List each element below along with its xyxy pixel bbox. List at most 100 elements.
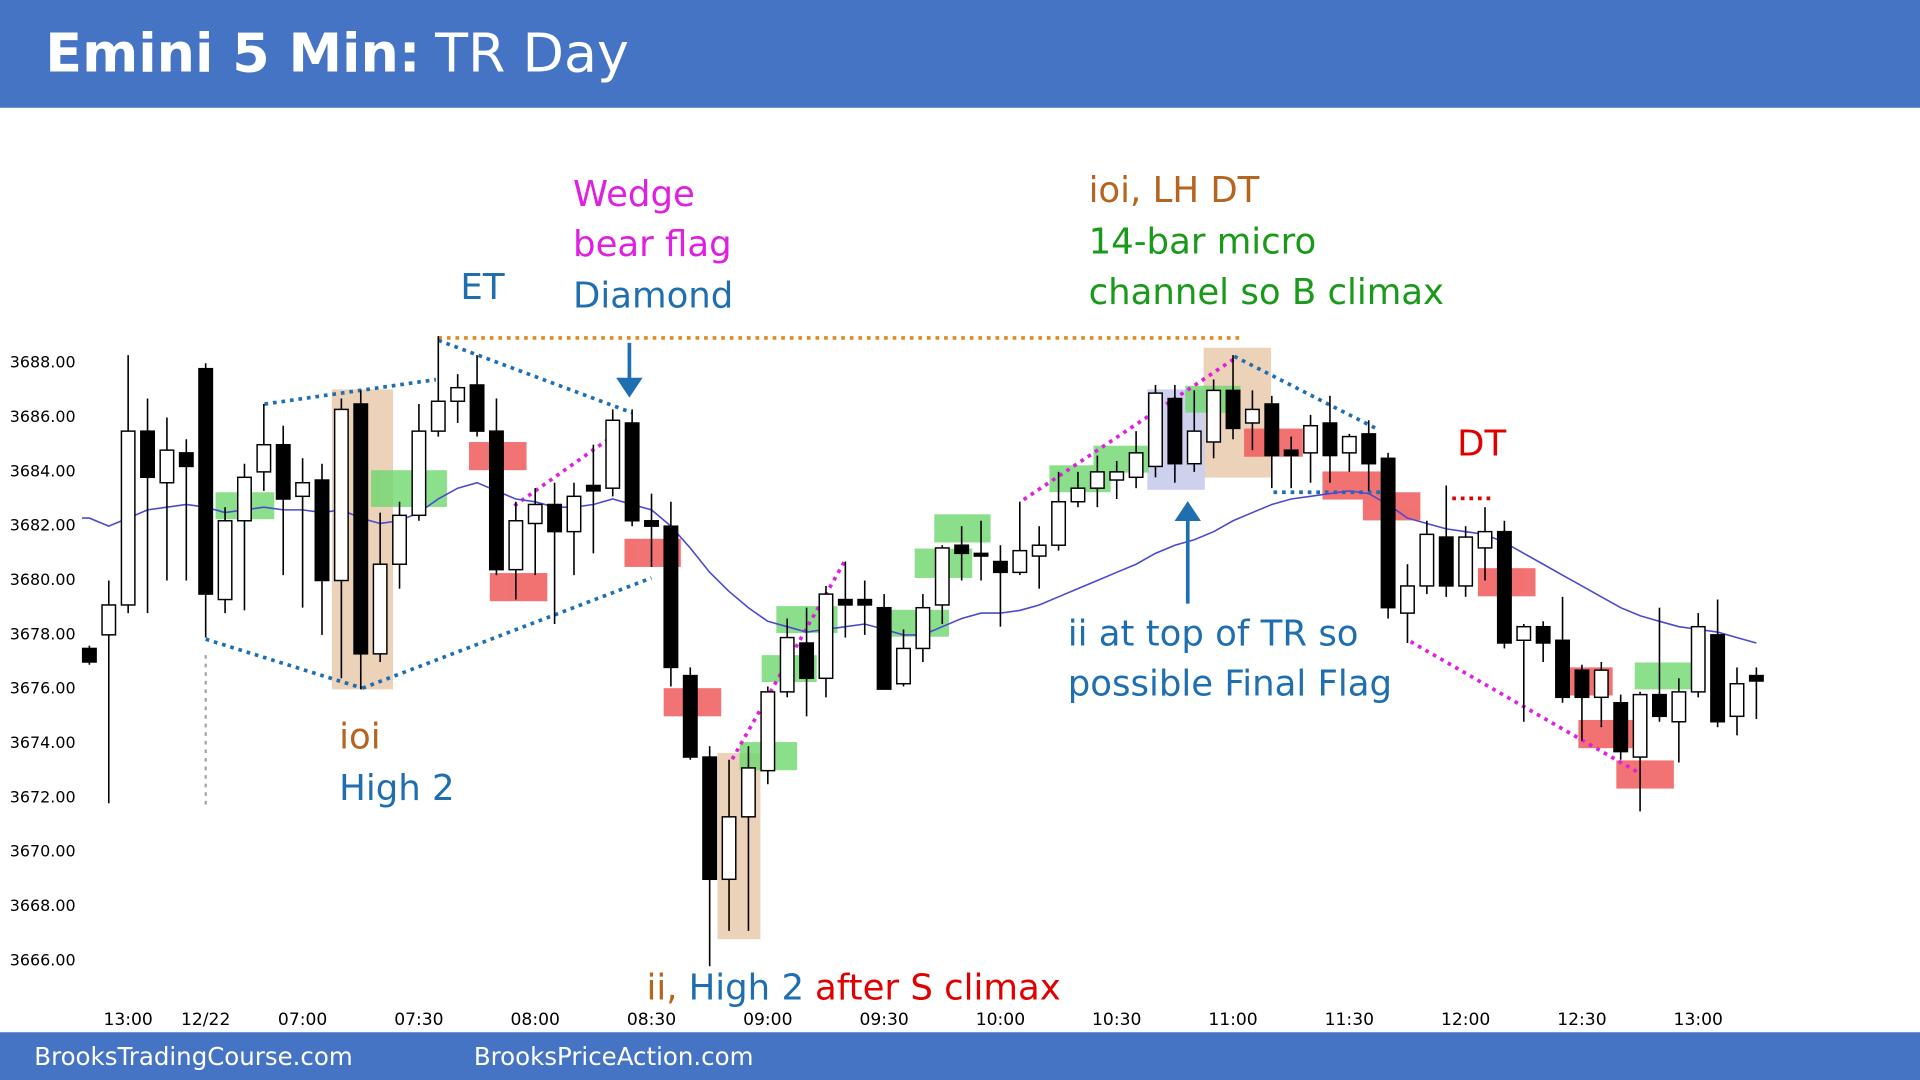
annotation: ET	[460, 267, 504, 308]
candle-body	[236, 476, 252, 522]
candle-body	[1535, 625, 1551, 644]
candle-body	[915, 606, 931, 650]
annotation-part: channel so B climax	[1089, 272, 1445, 313]
candle-body	[140, 430, 156, 479]
candle-body	[1167, 397, 1183, 465]
footer-bar	[0, 1032, 1920, 1080]
candle-body	[101, 604, 117, 636]
x-tick-label: 07:30	[394, 1010, 443, 1030]
candle-body	[1303, 424, 1319, 454]
annotation-part: 14-bar micro	[1089, 222, 1317, 263]
x-tick-label: 12/22	[181, 1010, 230, 1030]
candle-body	[469, 384, 485, 432]
annotation: possible Final Flag	[1068, 664, 1392, 705]
candle-body	[1593, 669, 1609, 699]
x-tick-label: 10:30	[1092, 1010, 1141, 1030]
annotation-part: ii at top of TR so	[1068, 614, 1359, 655]
dotted-line	[361, 576, 653, 690]
candle-body	[1613, 702, 1629, 753]
candle-body	[1380, 457, 1396, 609]
annotation: channel so B climax	[1089, 272, 1445, 313]
y-tick-label: 3686.00	[10, 407, 76, 426]
candle-body	[1516, 625, 1532, 642]
plot: 3666.00 3668.00 3670.00 3672.00 3674.00 3676.…	[10, 336, 1764, 1030]
y-tick-label: 3676.00	[10, 679, 76, 698]
candle-body	[1361, 433, 1377, 465]
dotted-line	[513, 439, 608, 508]
y-tick-label: 3668.00	[10, 896, 76, 915]
candle-body	[1109, 471, 1125, 481]
candle-body	[818, 593, 834, 680]
annotation-part: ioi, LH DT	[1089, 170, 1260, 211]
candle-body	[896, 647, 911, 685]
candle-body	[372, 563, 388, 655]
annotation-part: ii,	[647, 967, 678, 1008]
candle-body	[1206, 389, 1222, 443]
candle-body	[1748, 674, 1764, 682]
candle-body	[954, 544, 970, 555]
annotation-part: bear flag	[573, 224, 732, 265]
candle-body	[1012, 549, 1028, 574]
candle-body	[992, 560, 1008, 574]
annotation: bear flag	[573, 224, 732, 265]
candle-body	[159, 449, 175, 484]
candle-body	[295, 482, 311, 498]
x-tick-label: 13:00	[1674, 1010, 1723, 1030]
arrow-head	[1174, 501, 1201, 522]
candle-body	[1477, 530, 1493, 549]
candle-body	[1031, 544, 1047, 557]
annotation-part: DT	[1457, 424, 1506, 465]
candle-body	[1283, 449, 1299, 457]
dotted-line	[437, 338, 633, 415]
candle-body	[934, 547, 950, 606]
candle-body	[1341, 435, 1357, 454]
dotted-line	[205, 637, 363, 690]
dotted-line	[264, 377, 437, 406]
candle-body	[644, 520, 659, 527]
annotation: High 2	[339, 768, 454, 809]
candle-body	[333, 408, 349, 582]
candle-body	[353, 403, 369, 655]
annotation: Wedge	[573, 174, 695, 215]
y-tick-label: 3680.00	[10, 570, 76, 589]
y-tick-label: 3672.00	[10, 787, 76, 806]
annotation: ii at top of TR so	[1068, 614, 1359, 655]
candle-body	[566, 495, 582, 533]
footer-link: BrooksPriceAction.com	[474, 1042, 754, 1071]
candle-body	[605, 419, 621, 489]
x-tick-label: 08:30	[627, 1010, 676, 1030]
candle-body	[1264, 403, 1280, 457]
y-tick-label: 3688.00	[10, 353, 76, 372]
x-tick-label: 11:30	[1325, 1010, 1374, 1030]
candle-body	[1690, 625, 1706, 693]
candle-body	[314, 479, 330, 582]
annotation-part: High 2	[339, 768, 454, 809]
candle-body	[1651, 693, 1667, 718]
annotation: ioi, LH DT	[1089, 170, 1260, 211]
candle-body	[81, 647, 97, 663]
candle-body	[1186, 430, 1202, 465]
candle-body	[178, 452, 194, 468]
x-tick-label: 13:00	[103, 1010, 152, 1030]
candle-body	[585, 484, 601, 492]
candle-body	[1496, 530, 1512, 644]
annotation-part: High 2	[689, 967, 804, 1008]
candle-body	[1070, 487, 1086, 503]
moving-average	[82, 481, 1757, 644]
y-tick-label: 3682.00	[10, 516, 76, 535]
dotted-line	[1409, 640, 1642, 776]
candle-body	[1244, 408, 1260, 424]
annotation: Diamond	[573, 276, 733, 317]
candle-body	[740, 767, 756, 818]
candle-body	[392, 514, 407, 565]
annotation-part: Diamond	[573, 276, 733, 317]
candle-body	[721, 816, 737, 881]
candle-body	[1400, 585, 1415, 614]
candle-body	[411, 430, 427, 517]
candle-body	[1729, 682, 1745, 718]
y-tick-label: 3666.00	[10, 950, 76, 969]
candle-body	[1089, 471, 1105, 489]
x-tick-label: 10:00	[976, 1010, 1025, 1030]
